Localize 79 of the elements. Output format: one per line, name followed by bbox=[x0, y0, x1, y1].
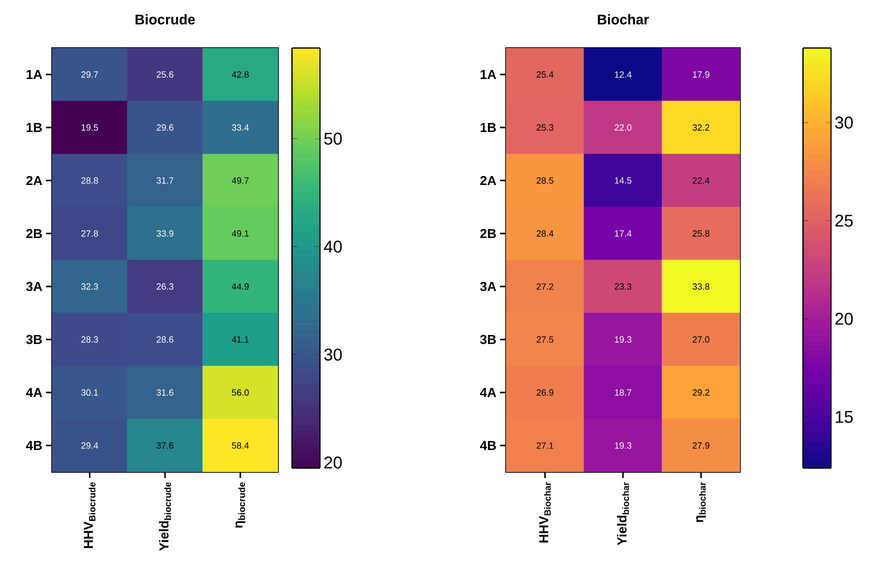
data-label: 29.7 bbox=[81, 71, 98, 78]
color-bar-label: 25 bbox=[835, 214, 853, 227]
x-tick-label: η$_{biocrude}$ bbox=[235, 482, 246, 528]
x-tick-label: HHV$_{Biochar}$ bbox=[539, 482, 551, 542]
data-label: 42.8 bbox=[232, 71, 249, 78]
data-label: 25.8 bbox=[692, 230, 710, 237]
x-tick-label: HHV$_{Biocrude}$ bbox=[84, 482, 96, 548]
data-label: 14.5 bbox=[614, 177, 632, 184]
y-tick-label: 1B bbox=[26, 123, 42, 132]
y-tick-label: 2A bbox=[26, 176, 42, 186]
data-label: 27.2 bbox=[536, 283, 554, 290]
data-label: 56.0 bbox=[232, 389, 249, 396]
y-tick-label: 1A bbox=[26, 70, 42, 79]
data-label: 28.8 bbox=[81, 177, 98, 184]
data-label: 19.3 bbox=[614, 442, 632, 449]
data-label: 27.8 bbox=[81, 230, 98, 237]
data-label: 27.1 bbox=[536, 442, 554, 449]
data-label: 26.3 bbox=[156, 283, 174, 290]
data-label: 49.7 bbox=[232, 177, 249, 184]
data-label: 27.9 bbox=[692, 442, 710, 449]
data-label: 29.6 bbox=[156, 124, 174, 131]
y-tick-label: 3B bbox=[26, 334, 42, 344]
data-label: 31.6 bbox=[156, 389, 174, 396]
x-tick-label: η$_{biochar}$ bbox=[696, 482, 706, 522]
data-label: 58.4 bbox=[232, 442, 249, 449]
data-label: 28.5 bbox=[536, 177, 554, 184]
data-label: 31.7 bbox=[156, 177, 174, 184]
data-label: 28.3 bbox=[81, 336, 98, 343]
data-label: 12.4 bbox=[614, 71, 632, 78]
color-bar-label: 15 bbox=[836, 411, 853, 423]
color-bar-label: 40 bbox=[324, 240, 342, 253]
data-label: 28.6 bbox=[156, 336, 174, 343]
y-tick-label: 1B bbox=[480, 123, 496, 132]
data-label: 25.6 bbox=[156, 71, 174, 78]
y-tick-label: 2B bbox=[480, 228, 496, 238]
y-tick-label: 3A bbox=[26, 282, 42, 292]
data-label: 29.2 bbox=[692, 389, 710, 396]
color-bar-label: 20 bbox=[324, 456, 342, 469]
data-label: 32.3 bbox=[81, 283, 98, 290]
y-tick-label: 1A bbox=[480, 70, 496, 79]
chart-title: Biochar bbox=[598, 14, 649, 24]
color-bar-label: 50 bbox=[324, 132, 342, 145]
y-tick-label: 3A bbox=[480, 282, 496, 292]
x-tick-label: Yield$_{biocrude}$ bbox=[159, 482, 171, 551]
data-label: 17.4 bbox=[614, 230, 632, 237]
data-label: 44.9 bbox=[232, 283, 249, 290]
chart-title: Biocrude bbox=[136, 14, 195, 24]
data-label: 49.1 bbox=[232, 230, 249, 237]
data-label: 41.1 bbox=[232, 336, 249, 343]
data-label: 29.4 bbox=[81, 442, 98, 449]
data-label: 28.4 bbox=[536, 230, 554, 237]
data-label: 19.5 bbox=[82, 124, 98, 131]
color-bar-label: 20 bbox=[835, 312, 853, 325]
data-label: 33.8 bbox=[692, 283, 710, 290]
data-label: 22.0 bbox=[614, 124, 632, 131]
data-label: 25.4 bbox=[536, 71, 554, 78]
y-tick-label: 3B bbox=[480, 334, 496, 344]
data-label: 26.9 bbox=[536, 389, 554, 396]
y-tick-label: 4B bbox=[26, 441, 42, 450]
data-label: 22.4 bbox=[692, 177, 710, 184]
y-tick-label: 2B bbox=[26, 228, 42, 238]
data-label: 32.2 bbox=[692, 124, 710, 131]
data-label: 18.7 bbox=[614, 389, 632, 396]
color-bar-label: 30 bbox=[835, 116, 853, 129]
data-label: 27.0 bbox=[692, 336, 710, 343]
data-label: 27.5 bbox=[536, 336, 554, 343]
data-label: 19.3 bbox=[614, 336, 632, 343]
x-tick-label: Yield$_{biochar}$ bbox=[617, 482, 629, 546]
data-label: 33.4 bbox=[232, 124, 249, 131]
y-tick-label: 4A bbox=[26, 388, 42, 397]
data-label: 25.3 bbox=[536, 124, 554, 131]
data-label: 23.3 bbox=[614, 283, 632, 290]
data-label: 30.1 bbox=[81, 389, 98, 396]
color-bar-label: 30 bbox=[324, 348, 342, 361]
y-tick-label: 2A bbox=[480, 176, 496, 186]
y-tick-label: 4A bbox=[480, 388, 496, 397]
y-tick-label: 4B bbox=[480, 441, 496, 450]
data-label: 33.9 bbox=[156, 230, 174, 237]
data-label: 17.9 bbox=[692, 71, 710, 78]
